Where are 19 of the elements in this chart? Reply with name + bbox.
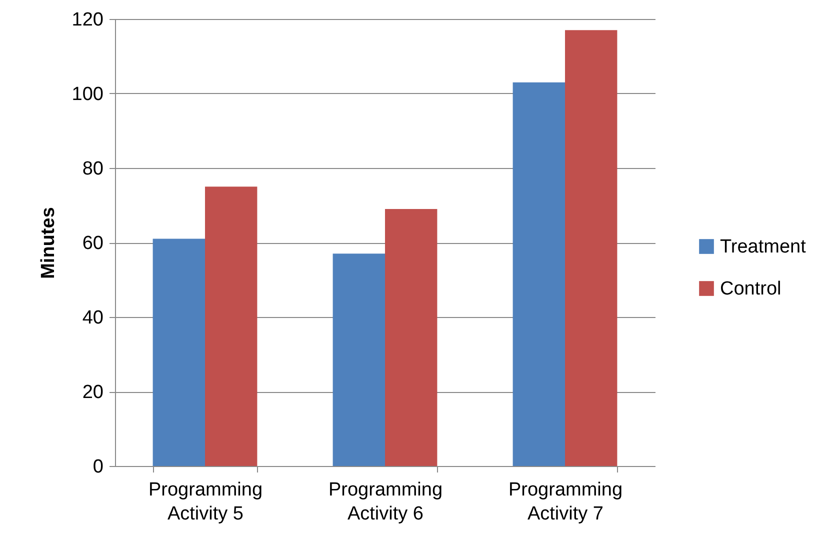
x-tick-label: Programming Activity 5 xyxy=(148,480,263,524)
y-tick-label: 120 xyxy=(72,10,104,30)
bar xyxy=(565,30,618,466)
bar xyxy=(385,208,438,466)
y-tick-label: 0 xyxy=(92,456,104,478)
y-tick-label: 60 xyxy=(82,233,104,254)
x-tick-label: Programming Activity 7 xyxy=(508,480,623,524)
y-axis-title: Minutes xyxy=(38,207,59,279)
legend-label: Treatment xyxy=(720,236,807,258)
y-tick-label: 100 xyxy=(72,84,104,105)
x-tick-label: Programming Activity 6 xyxy=(328,480,443,524)
y-tick-label: 20 xyxy=(82,382,104,403)
bar xyxy=(205,186,258,466)
bar xyxy=(152,238,205,466)
legend-label: Control xyxy=(720,278,782,300)
y-tick-label: 40 xyxy=(82,308,104,328)
y-tick-label: 80 xyxy=(82,158,104,180)
bar xyxy=(332,254,385,466)
bar xyxy=(512,82,565,466)
